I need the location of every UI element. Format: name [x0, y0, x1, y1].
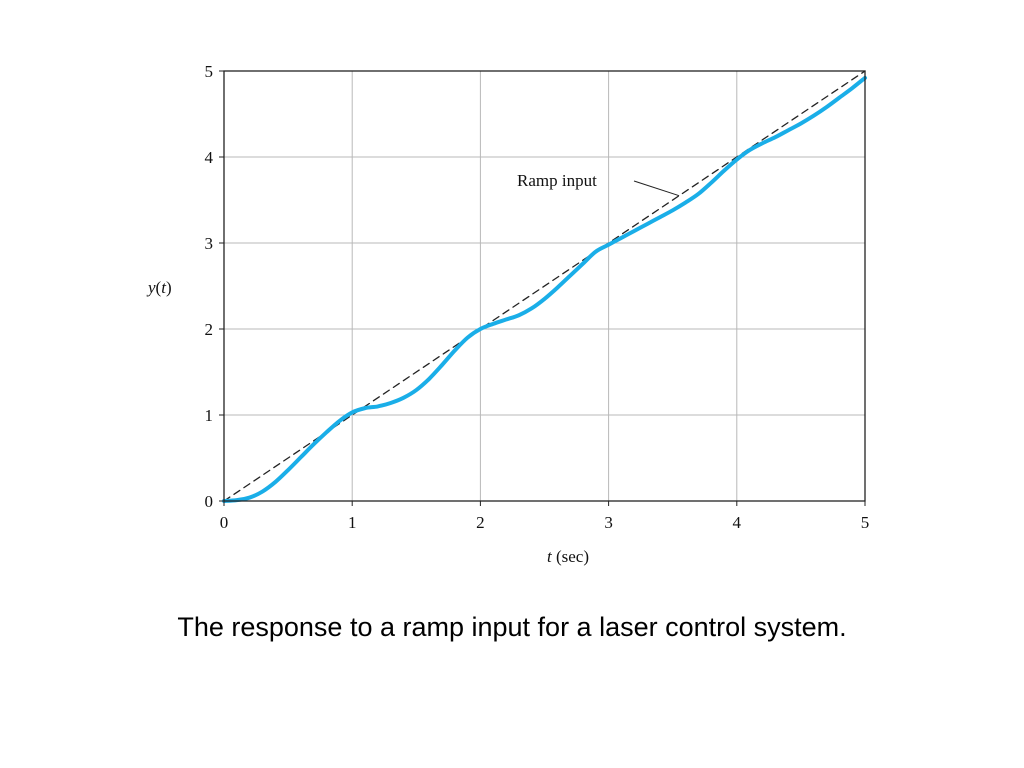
x-axis-label-unit: (sec) [552, 547, 589, 566]
x-tick-label-4: 4 [733, 513, 742, 532]
y-tick-label-5: 5 [205, 62, 214, 81]
x-axis-label-variable: t [547, 547, 553, 566]
annotation-ramp-input: Ramp input [517, 171, 597, 190]
y-axis-label-close-paren: ) [166, 278, 172, 297]
x-tick-label-5: 5 [861, 513, 870, 532]
y-axis-label-variable: t [161, 278, 167, 297]
ramp-input-line [223, 70, 866, 502]
y-tick-label-2: 2 [205, 320, 214, 339]
y-axis-label: y(t) [146, 278, 172, 297]
y-axis-label-open-paren: ( [156, 278, 162, 297]
plot-frame [223, 70, 866, 502]
tick-labels: 0 1 2 3 4 5 0 1 2 3 4 5 [205, 62, 870, 532]
x-tick-label-2: 2 [476, 513, 485, 532]
x-tick-label-0: 0 [220, 513, 229, 532]
system-response-curve [222, 75, 867, 503]
y-tick-label-4: 4 [205, 148, 214, 167]
x-tick-label-1: 1 [348, 513, 357, 532]
y-tick-label-0: 0 [205, 492, 214, 511]
annotation-leader-line [633, 180, 680, 197]
x-axis-label: t (sec) [547, 547, 589, 566]
series-layer [222, 70, 867, 503]
y-tick-label-1: 1 [205, 406, 214, 425]
grid-lines [224, 71, 865, 501]
y-tick-label-3: 3 [205, 234, 214, 253]
figure-caption: The response to a ramp input for a laser… [177, 612, 847, 642]
x-tick-label-3: 3 [604, 513, 613, 532]
y-axis-label-function: y [146, 278, 156, 297]
